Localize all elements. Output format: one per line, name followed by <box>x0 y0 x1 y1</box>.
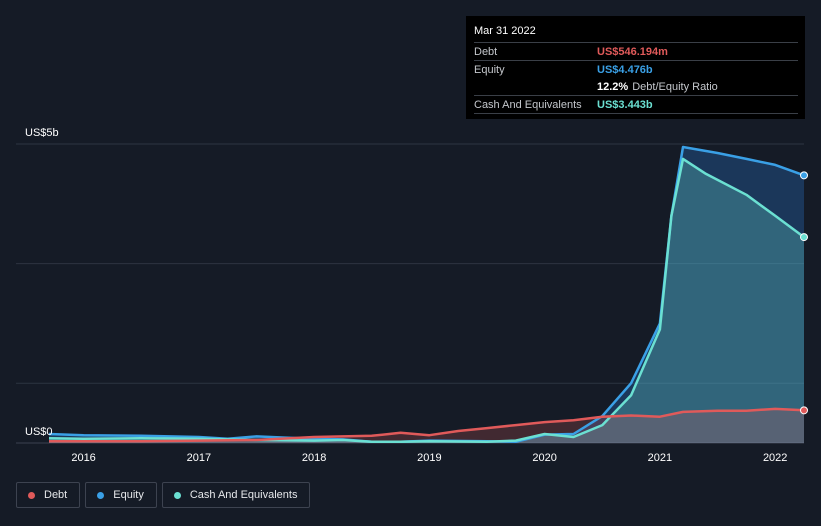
tooltip-row-debt: Debt US$546.194m <box>474 42 798 60</box>
equity-endpoint <box>800 171 808 180</box>
x-tick-label: 2019 <box>417 452 441 464</box>
debt-dot-icon <box>28 491 35 499</box>
debt-endpoint <box>800 406 808 415</box>
equity-dot-icon <box>97 491 105 499</box>
tooltip-value: 12.2% <box>597 80 629 93</box>
x-tick-label: 2017 <box>187 452 211 464</box>
legend-label: Cash And Equivalents <box>189 489 298 501</box>
cash-and-equivalents-endpoint <box>800 233 808 242</box>
tooltip-value: US$4.476b <box>597 63 653 76</box>
x-tick-label: 2020 <box>532 452 556 464</box>
tooltip-row-ratio: 12.2% Debt/Equity Ratio <box>474 78 798 95</box>
y-axis: US$5b US$0 <box>25 127 59 438</box>
tooltip-suffix: Debt/Equity Ratio <box>632 80 718 93</box>
legend-label: Debt <box>44 489 68 501</box>
x-axis: 2016 2017 2018 2019 2020 2021 2022 <box>71 452 787 464</box>
x-tick-label: 2018 <box>302 452 326 464</box>
tooltip-label: Equity <box>474 63 505 76</box>
cash-and-equivalents-area <box>49 158 804 443</box>
x-tick-label: 2022 <box>763 452 787 464</box>
cash-dot-icon <box>173 491 181 499</box>
debt-line <box>49 407 805 443</box>
legend: Debt Equity Cash And Equivalents <box>16 482 311 508</box>
x-tick-label: 2021 <box>648 452 672 464</box>
series-lines <box>48 145 805 444</box>
tooltip-label: Debt <box>474 45 498 58</box>
legend-item-debt[interactable]: Debt <box>16 482 81 508</box>
y-tick-label: US$5b <box>25 127 59 139</box>
equity-area <box>49 147 804 443</box>
tooltip-row-cash: Cash And Equivalents US$3.443b <box>474 95 798 114</box>
tooltip-value: US$3.443b <box>597 98 653 111</box>
tooltip-label: Cash And Equivalents <box>474 98 582 111</box>
series-endpoints <box>800 171 808 415</box>
tooltip: Mar 31 2022 Debt US$546.194m Equity US$4… <box>466 16 805 119</box>
legend-label: Equity <box>113 489 144 501</box>
legend-item-cash[interactable]: Cash And Equivalents <box>161 482 311 508</box>
debt-area <box>49 408 804 443</box>
x-tick-label: 2016 <box>71 452 95 464</box>
legend-item-equity[interactable]: Equity <box>85 482 157 508</box>
tooltip-value: US$546.194m <box>597 45 668 58</box>
y-tick-label: US$0 <box>25 426 53 438</box>
tooltip-date: Mar 31 2022 <box>474 25 536 37</box>
grid <box>16 143 804 444</box>
series-areas <box>49 147 804 443</box>
tooltip-row-equity: Equity US$4.476b <box>474 60 798 78</box>
